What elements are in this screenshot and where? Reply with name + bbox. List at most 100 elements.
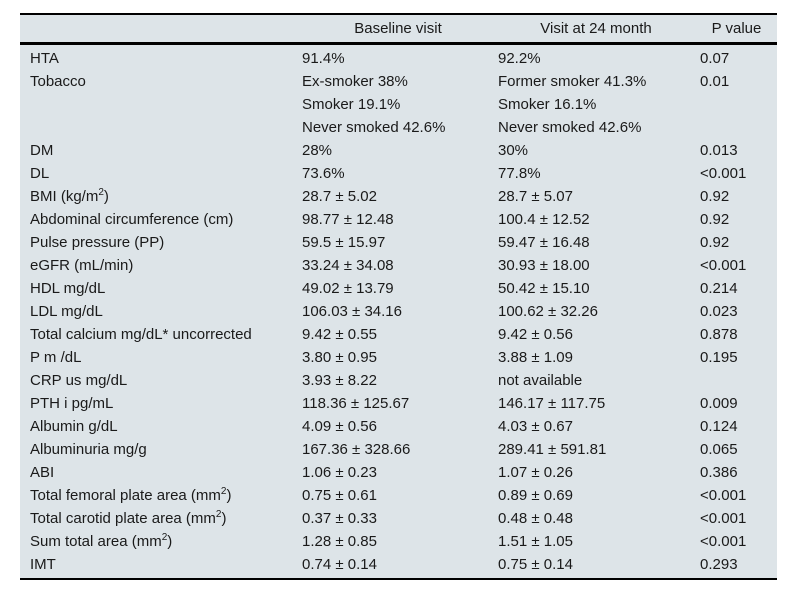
table-row: Pulse pressure (PP) 59.5 ± 15.97 59.47 ±… — [20, 231, 777, 254]
visit-24-month-value: Never smoked 42.6% — [498, 119, 642, 136]
row-label-text: CRP us mg/dL — [30, 372, 128, 389]
baseline-value: 1.06 ± 0.23 — [302, 464, 377, 481]
baseline-value: Ex-smoker 38% — [302, 73, 408, 90]
baseline-value: 3.93 ± 8.22 — [302, 372, 377, 389]
row-label-superscript: 2 — [161, 532, 168, 543]
table-row: Tobacco Ex-smoker 38% Former smoker 41.3… — [20, 70, 777, 93]
p-value: 0.293 — [700, 556, 738, 573]
visit-24-month-value: 100.4 ± 12.52 — [498, 211, 590, 228]
row-label-text: DM — [30, 142, 54, 159]
baseline-value: 91.4% — [302, 50, 345, 67]
row-label: IMT — [20, 553, 300, 579]
table-row: DM 28% 30% 0.013 — [20, 139, 777, 162]
p-value — [696, 93, 777, 116]
row-label-text: eGFR (mL/min) — [30, 257, 134, 274]
p-value — [696, 369, 777, 392]
baseline-value: 28% — [302, 142, 333, 159]
row-label-suffix: ) — [226, 487, 232, 504]
baseline-value: 0.74 ± 0.14 — [302, 556, 377, 573]
row-label: Abdominal circumference (cm) — [20, 208, 300, 231]
p-value: 0.386 — [700, 464, 738, 481]
p-value: <0.001 — [700, 510, 747, 527]
visit-24-month-value: 0.48 ± 0.48 — [498, 510, 573, 527]
row-label-text: IMT — [30, 556, 56, 573]
column-header-p-value: P value — [696, 14, 777, 45]
baseline-value: 1.28 ± 0.85 — [302, 533, 377, 550]
row-label: eGFR (mL/min) — [20, 254, 300, 277]
row-label: DM — [20, 139, 300, 162]
baseline-value: 0.37 ± 0.33 — [302, 510, 377, 527]
visit-24-month-value: 50.42 ± 15.10 — [498, 280, 590, 297]
row-label: BMI (kg/m2) — [20, 185, 300, 208]
baseline-value: 0.75 ± 0.61 — [302, 487, 377, 504]
table-row: Sum total area (mm2) 1.28 ± 0.85 1.51 ± … — [20, 530, 777, 553]
row-label: LDL mg/dL — [20, 300, 300, 323]
visit-24-month-value: 92.2% — [498, 50, 541, 67]
table-row: PTH i pg/mL 118.36 ± 125.67 146.17 ± 117… — [20, 392, 777, 415]
visit-24-month-value: 0.75 ± 0.14 — [498, 556, 573, 573]
visit-24-month-value: 30.93 ± 18.00 — [498, 257, 590, 274]
row-label — [20, 116, 300, 139]
row-label: PTH i pg/mL — [20, 392, 300, 415]
table-row: Smoker 19.1% Smoker 16.1% — [20, 93, 777, 116]
p-value: 0.92 — [700, 211, 730, 228]
visit-24-month-value: 77.8% — [498, 165, 541, 182]
p-value: 0.92 — [700, 234, 730, 251]
row-label-suffix: ) — [221, 510, 227, 527]
row-label-text: PTH i pg/mL — [30, 395, 114, 412]
row-label-text: Abdominal circumference (cm) — [30, 211, 234, 228]
baseline-value: 33.24 ± 34.08 — [302, 257, 394, 274]
visit-24-month-value: 146.17 ± 117.75 — [498, 395, 606, 412]
row-label: Tobacco — [20, 70, 300, 93]
table-row: Albumin g/dL 4.09 ± 0.56 4.03 ± 0.67 0.1… — [20, 415, 777, 438]
row-label-text: P m /dL — [30, 349, 82, 366]
baseline-value: 106.03 ± 34.16 — [302, 303, 402, 320]
visit-24-month-value: 9.42 ± 0.56 — [498, 326, 573, 343]
p-value: <0.001 — [700, 165, 747, 182]
baseline-value: 167.36 ± 328.66 — [302, 441, 411, 458]
visit-24-month-value: 30% — [498, 142, 529, 159]
row-label: Pulse pressure (PP) — [20, 231, 300, 254]
row-label-text: BMI (kg/m — [30, 188, 99, 205]
table-row: BMI (kg/m2) 28.7 ± 5.02 28.7 ± 5.07 0.92 — [20, 185, 777, 208]
visit-24-month-value: 3.88 ± 1.09 — [498, 349, 573, 366]
row-label-text: Total carotid plate area (mm — [30, 510, 216, 527]
visit-24-month-value: Smoker 16.1% — [498, 96, 597, 113]
table-row: Total carotid plate area (mm2) 0.37 ± 0.… — [20, 507, 777, 530]
p-value — [696, 116, 777, 139]
row-label: P m /dL — [20, 346, 300, 369]
table-row: Abdominal circumference (cm) 98.77 ± 12.… — [20, 208, 777, 231]
p-value: <0.001 — [700, 487, 747, 504]
column-header-visit-24-month: Visit at 24 month — [496, 14, 696, 45]
row-label: Total femoral plate area (mm2) — [20, 484, 300, 507]
row-label: Albumin g/dL — [20, 415, 300, 438]
table-row: Never smoked 42.6% Never smoked 42.6% — [20, 116, 777, 139]
row-label-text: HTA — [30, 50, 59, 67]
row-label-text: Albumin g/dL — [30, 418, 118, 435]
p-value: 0.07 — [700, 50, 730, 67]
baseline-value: Smoker 19.1% — [302, 96, 401, 113]
row-label: ABI — [20, 461, 300, 484]
p-value: 0.009 — [700, 395, 738, 412]
row-label: HDL mg/dL — [20, 277, 300, 300]
table-row: HTA 91.4% 92.2% 0.07 — [20, 44, 777, 71]
visit-24-month-value: 0.89 ± 0.69 — [498, 487, 573, 504]
header-row: Baseline visit Visit at 24 month P value — [20, 14, 777, 45]
row-label: Total carotid plate area (mm2) — [20, 507, 300, 530]
visit-24-month-value: 4.03 ± 0.67 — [498, 418, 573, 435]
p-value: 0.214 — [700, 280, 738, 297]
row-label-superscript: 2 — [98, 187, 104, 198]
row-label: HTA — [20, 44, 300, 71]
row-label: Total calcium mg/dL* uncorrected — [20, 323, 300, 346]
baseline-value: Never smoked 42.6% — [302, 119, 446, 136]
p-value: 0.065 — [700, 441, 738, 458]
table-row: Total femoral plate area (mm2) 0.75 ± 0.… — [20, 484, 777, 507]
visit-24-month-value: Former smoker 41.3% — [498, 73, 647, 90]
table-row: LDL mg/dL 106.03 ± 34.16 100.62 ± 32.26 … — [20, 300, 777, 323]
row-label-text: Total calcium mg/dL* uncorrected — [30, 326, 252, 343]
row-label-text: Pulse pressure (PP) — [30, 234, 165, 251]
column-header-baseline-visit: Baseline visit — [300, 14, 496, 45]
visit-24-month-value: 59.47 ± 16.48 — [498, 234, 590, 251]
row-label-superscript: 2 — [215, 509, 222, 520]
